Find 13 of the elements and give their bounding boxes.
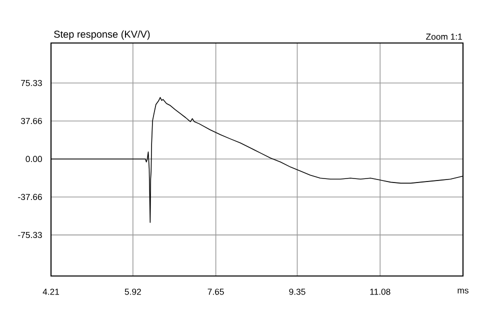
x-tick-label: 7.65 — [208, 288, 224, 295]
y-tick-label: -37.66 — [18, 194, 42, 200]
y-tick-label: 75.33 — [21, 80, 42, 86]
chart-title: Step response (KV/V) — [54, 30, 150, 40]
x-tick-label: ms — [458, 288, 468, 294]
text: Zoom 1:1 — [426, 34, 462, 40]
x-tick-label: 4.21 — [42, 288, 60, 295]
y-tick-label: -75.33 — [18, 232, 42, 238]
x-tick-label: 5.92 — [124, 288, 141, 295]
y-tick-label: 0.00 — [26, 156, 42, 162]
x-tick-label: 11.08 — [370, 288, 390, 295]
y-tick-label: 37.66 — [20, 118, 42, 124]
x-tick-label: 9.35 — [289, 288, 306, 295]
